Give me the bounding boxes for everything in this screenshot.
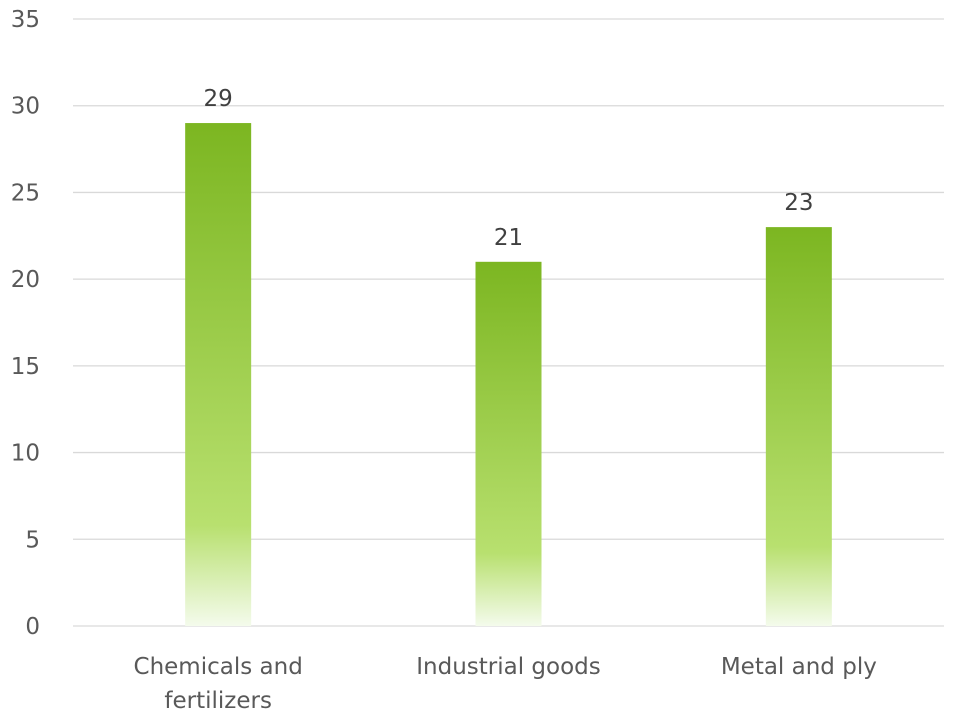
y-tick-label: 0 — [25, 614, 40, 640]
bar — [475, 261, 542, 626]
data-labels: 29 21 23 — [204, 86, 814, 251]
y-tick-label: 15 — [11, 354, 40, 380]
x-category-label: Chemicals and fertilizers — [134, 654, 303, 714]
x-category-label: Metal and ply — [721, 654, 877, 680]
bar — [765, 227, 832, 626]
y-tick-label: 10 — [11, 441, 40, 467]
y-tick-label: 5 — [25, 527, 40, 553]
y-tick-label: 25 — [11, 180, 40, 206]
x-category-label: Industrial goods — [416, 654, 601, 680]
y-tick-label: 20 — [11, 267, 40, 293]
x-axis: Chemicals and fertilizers Industrial goods… — [134, 654, 877, 714]
y-tick-label: 35 — [11, 7, 40, 33]
data-label: 23 — [784, 190, 813, 216]
bar — [185, 123, 252, 627]
y-tick-label: 30 — [11, 94, 40, 120]
data-label: 29 — [204, 86, 233, 112]
bars — [185, 123, 832, 627]
y-axis: 0 5 10 15 20 25 30 35 — [11, 7, 40, 640]
data-label: 21 — [494, 225, 523, 251]
